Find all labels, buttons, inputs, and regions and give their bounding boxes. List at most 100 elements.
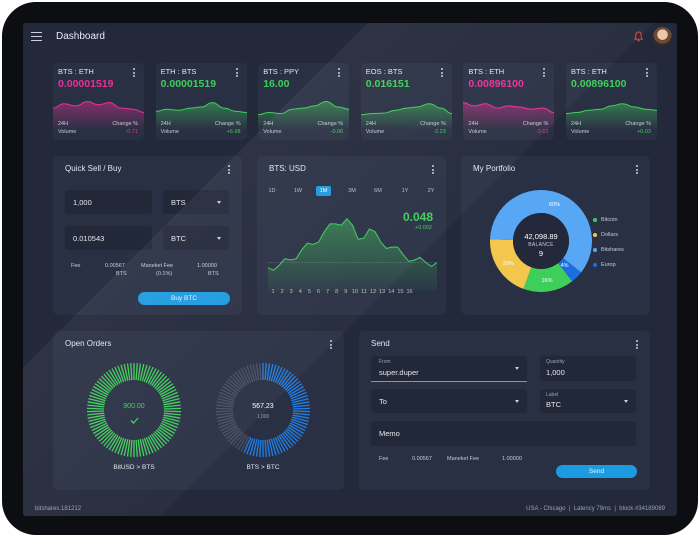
gauge-tick <box>291 394 308 402</box>
gauge-tick <box>154 431 168 445</box>
to-select[interactable]: To <box>371 389 527 413</box>
gauge-tick <box>252 439 258 457</box>
asset-select-2[interactable]: BTC <box>163 226 229 250</box>
donut-slice-europ[interactable] <box>558 258 582 282</box>
ticker-card[interactable]: EOS : BTS 0.016151 24H Volume Change % -2.23 <box>360 63 452 140</box>
gauge-tick <box>219 391 236 400</box>
range-tab[interactable]: 1D <box>268 188 276 194</box>
gauge-tick <box>139 363 145 381</box>
notification-bell-icon[interactable] <box>634 31 643 42</box>
from-select[interactable]: From super.duper <box>371 356 527 382</box>
gauge-tick <box>90 391 107 400</box>
gauge-tick <box>229 375 243 389</box>
chevron-down-icon <box>217 237 221 240</box>
range-tab[interactable]: 3M <box>348 188 356 194</box>
gauge-tick <box>130 439 133 457</box>
range-tab[interactable]: 2Y <box>427 188 435 194</box>
gauge-tick <box>289 422 306 432</box>
x-tick-label: 10 <box>352 289 358 295</box>
ticker-card[interactable]: BTS : ETH 0.00896100 24H Volume Change % +0.0… <box>566 63 657 140</box>
more-options-icon[interactable] <box>646 68 648 79</box>
gauge-tick <box>272 437 280 455</box>
gauge-tick <box>274 366 283 383</box>
more-options-icon[interactable] <box>133 68 135 79</box>
gauge-tick <box>216 412 234 416</box>
ticker-card[interactable]: BTS : ETH 0.00896100 24H Volume Change % -3.6… <box>463 63 555 140</box>
order-sub: 1,000 <box>256 414 270 420</box>
gauge-tick <box>143 437 151 455</box>
more-options-icon[interactable] <box>235 68 238 79</box>
ticker-card[interactable]: BTS : ETH 0.00001519 24H Volume Change % -0.7… <box>53 63 144 140</box>
ticker-period: 24H <box>160 121 171 127</box>
asset-select[interactable]: Label BTC <box>540 389 636 413</box>
gauge-tick <box>255 363 260 381</box>
menu-icon[interactable] <box>31 32 42 42</box>
buy-btc-button[interactable]: Buy BTC <box>138 292 230 305</box>
memo-input[interactable]: Memo <box>371 421 636 446</box>
gauge-tick <box>280 371 292 387</box>
gauge-tick <box>100 375 114 389</box>
more-options-icon[interactable] <box>543 68 546 79</box>
gauge-tick <box>151 371 163 387</box>
gauge-tick <box>243 366 252 383</box>
range-tab[interactable]: 1W <box>293 188 303 194</box>
range-tab[interactable]: 1Y <box>401 188 409 194</box>
gauge-tick <box>225 380 240 393</box>
ticker-card[interactable]: ETH : BTS 0.00001519 24H Volume Change % +6.6… <box>155 63 247 140</box>
status-bar: bitshares.181212 USA - Chicago | Latency… <box>23 504 677 516</box>
gauge-tick <box>163 401 181 406</box>
price-input[interactable]: 0.010543 <box>65 226 152 250</box>
market-fee-unit: BTS <box>208 271 219 277</box>
card-title: Open Orders <box>65 339 112 348</box>
gauge-tick <box>161 391 178 400</box>
gauge-tick <box>103 432 116 447</box>
avatar[interactable] <box>653 27 672 46</box>
gauge-tick <box>147 368 157 384</box>
gauge-tick <box>288 424 305 435</box>
more-options-icon[interactable] <box>432 165 434 176</box>
gauge-tick <box>249 438 256 456</box>
more-options-icon[interactable] <box>228 165 230 176</box>
more-options-icon[interactable] <box>440 68 443 79</box>
range-tab[interactable]: 1M <box>316 186 331 196</box>
gauge-tick <box>266 363 271 381</box>
donut-label: 4% <box>561 263 569 269</box>
gauge-tick <box>159 385 176 396</box>
ticker-card[interactable]: BTS : PPY 16.00 24H Volume Change % -0.06 <box>258 63 350 140</box>
x-tick-label: 9 <box>344 289 347 295</box>
more-options-icon[interactable] <box>636 165 638 176</box>
donut-label: 20% <box>503 261 514 267</box>
asset-select-1[interactable]: BTS <box>163 190 229 214</box>
x-tick-label: 7 <box>326 289 329 295</box>
gauge-tick <box>278 435 289 451</box>
donut-slice-bitshares[interactable] <box>490 190 592 273</box>
gauge-tick <box>111 436 121 452</box>
gauge-tick <box>249 364 256 382</box>
order-value: 900.00 <box>123 403 145 410</box>
more-options-icon[interactable] <box>338 68 341 79</box>
ticker-change: -0.71 <box>125 129 138 135</box>
gauge-tick <box>283 431 297 445</box>
gauge-tick <box>92 385 109 396</box>
quantity-input[interactable]: Quantity 1,000 <box>540 356 636 381</box>
amount-input[interactable]: 1,000 <box>65 190 152 214</box>
legend-label: Europ <box>601 262 616 268</box>
more-options-icon[interactable] <box>636 340 638 351</box>
more-options-icon[interactable] <box>330 340 332 351</box>
donut-slice-bitcoin[interactable] <box>523 263 573 292</box>
legend-item: Bitcoin <box>593 217 618 223</box>
ticker-change-label: Change % <box>112 121 138 127</box>
range-tab[interactable]: 6M <box>374 188 382 194</box>
send-button[interactable]: Send <box>556 465 637 478</box>
price-area-chart: 1 2 3 4 5 6 7 8 9 10 11 12 13 14 15 16 <box>267 217 438 295</box>
from-value: super.duper <box>379 368 419 377</box>
x-tick-label: 12 <box>370 289 376 295</box>
gauge-tick <box>108 435 119 451</box>
page-title: Dashboard <box>56 31 105 42</box>
gauge-tick <box>158 383 174 394</box>
gauge-tick <box>120 364 127 382</box>
fee-value: 0.00567 <box>412 456 432 462</box>
donut-slice-dollars[interactable] <box>490 239 532 289</box>
gauge-tick <box>96 427 111 440</box>
